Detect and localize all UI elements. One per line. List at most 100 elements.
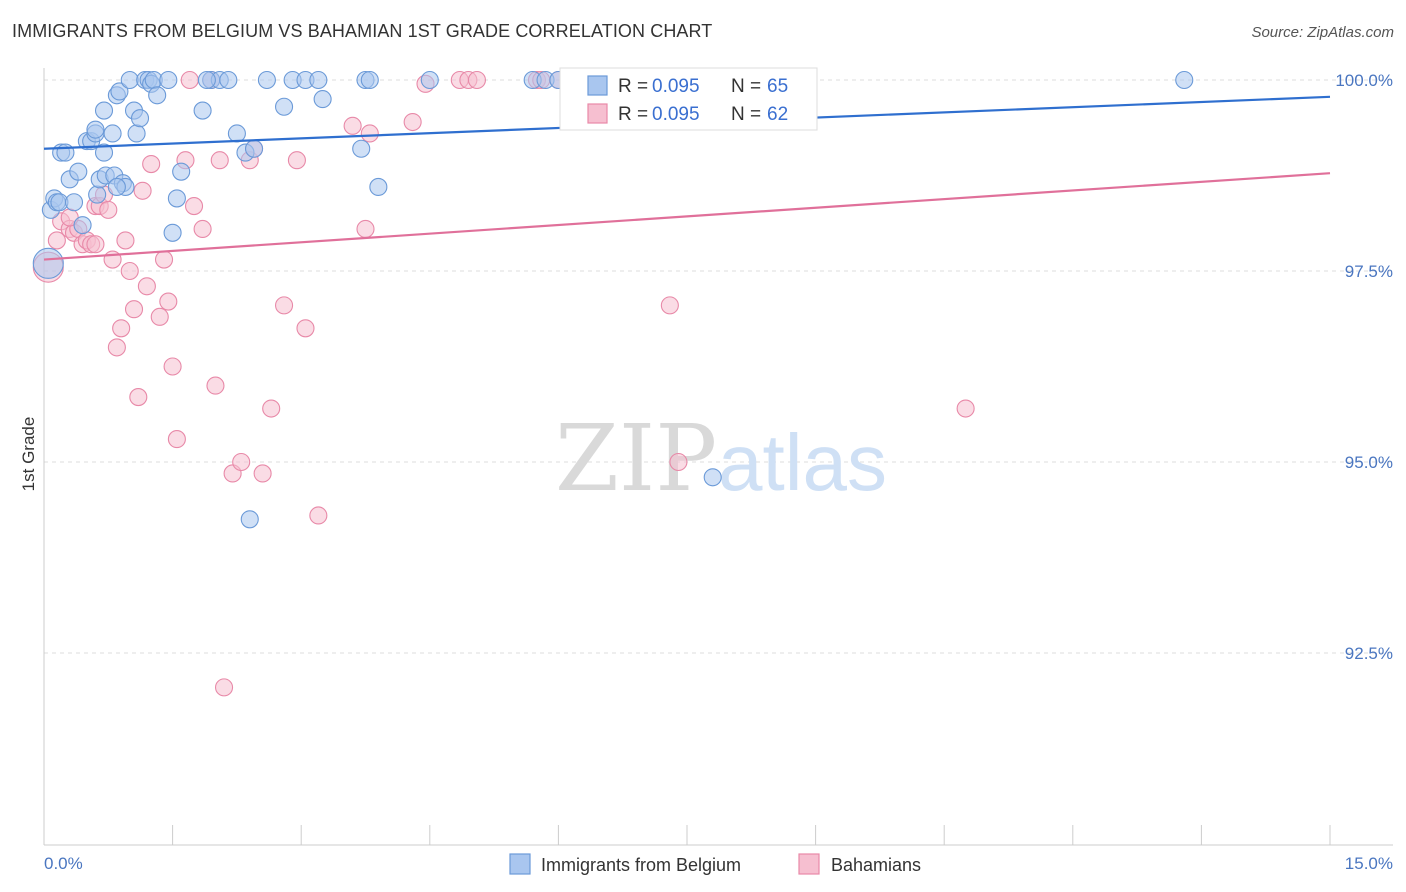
point-belgium: [703, 468, 722, 487]
legend-n-value-1: 65: [767, 76, 788, 97]
series-belgium-points: [32, 70, 1194, 529]
legend-r-value-2: 0.095: [652, 104, 700, 125]
point-belgium: [32, 247, 64, 279]
point-bahamians: [275, 296, 294, 315]
chart-source: Source: ZipAtlas.com: [1251, 24, 1394, 41]
point-belgium: [103, 124, 122, 143]
point-bahamians: [287, 151, 306, 170]
point-bahamians: [137, 277, 156, 296]
y-tick-label: 100.0%: [1335, 71, 1393, 90]
y-axis-label: 1st Grade: [19, 417, 38, 492]
chart-title: IMMIGRANTS FROM BELGIUM VS BAHAMIAN 1ST …: [12, 21, 713, 41]
legend-n-label-1: N =: [731, 76, 761, 97]
point-bahamians: [214, 678, 234, 697]
point-belgium: [227, 124, 246, 143]
point-bahamians: [296, 319, 315, 338]
point-belgium: [219, 70, 238, 90]
point-bahamians: [403, 112, 422, 132]
point-bahamians: [167, 430, 186, 449]
point-belgium: [369, 177, 388, 197]
point-bahamians: [360, 124, 379, 143]
bottom-legend-label-bahamians: Bahamians: [831, 855, 921, 875]
legend-r-value-1: 0.095: [652, 76, 700, 97]
point-bahamians: [120, 261, 139, 281]
point-bahamians: [150, 307, 169, 326]
point-belgium: [94, 143, 114, 162]
bottom-legend-swatch-blue: [509, 853, 531, 875]
bottom-legend-label-belgium: Immigrants from Belgium: [541, 855, 741, 875]
point-bahamians: [142, 154, 161, 174]
point-belgium: [167, 189, 186, 208]
y-tick-labels: 92.5% 95.0% 97.5% 100.0%: [1335, 71, 1393, 663]
y-tick-label: 92.5%: [1345, 644, 1393, 663]
bottom-legend-swatch-pink: [798, 853, 820, 875]
point-bahamians: [343, 116, 362, 135]
point-belgium: [313, 90, 332, 109]
legend-swatch-pink: [587, 103, 608, 124]
point-bahamians: [262, 399, 281, 418]
point-bahamians: [154, 250, 174, 269]
watermark: ZIP atlas: [555, 405, 887, 512]
point-bahamians: [133, 181, 152, 200]
point-belgium: [163, 223, 182, 242]
watermark-zip: ZIP: [555, 405, 717, 512]
point-belgium: [159, 70, 178, 90]
point-bahamians: [116, 231, 135, 250]
point-bahamians: [467, 70, 487, 90]
point-belgium: [120, 70, 139, 90]
watermark-atlas: atlas: [718, 418, 887, 507]
point-belgium: [244, 139, 264, 158]
trend-line-bahamians: [43, 172, 1331, 261]
point-belgium: [360, 70, 379, 90]
point-bahamians: [956, 399, 975, 418]
point-bahamians: [163, 357, 182, 376]
point-belgium: [127, 124, 146, 143]
point-belgium: [275, 97, 294, 116]
point-belgium: [86, 120, 105, 139]
point-bahamians: [99, 200, 118, 219]
point-bahamians: [184, 197, 204, 216]
point-bahamians: [193, 219, 212, 239]
point-belgium: [172, 162, 191, 181]
legend-n-label-2: N =: [731, 104, 761, 125]
point-belgium: [257, 70, 276, 90]
point-belgium: [352, 139, 371, 158]
x-tick-labels: 0.0% 15.0%: [44, 854, 1393, 873]
point-belgium: [64, 193, 84, 212]
legend-r-label-2: R =: [618, 104, 648, 125]
point-bahamians: [210, 151, 229, 170]
point-belgium: [88, 185, 107, 204]
legend-r-label-1: R =: [618, 76, 648, 97]
y-tick-label: 95.0%: [1345, 453, 1393, 472]
point-belgium: [110, 82, 129, 101]
point-bahamians: [47, 231, 66, 250]
point-belgium: [69, 162, 88, 181]
point-bahamians: [356, 219, 375, 239]
legend-n-value-2: 62: [767, 104, 788, 125]
point-bahamians: [206, 376, 225, 395]
y-tick-label: 97.5%: [1345, 262, 1393, 281]
point-bahamians: [112, 319, 131, 338]
series-bahamians-points: [32, 70, 975, 697]
point-bahamians: [129, 388, 148, 407]
point-belgium: [240, 510, 259, 529]
point-bahamians: [232, 452, 251, 472]
point-bahamians: [86, 235, 105, 254]
point-bahamians: [180, 70, 199, 90]
x-tick-label-min: 0.0%: [44, 854, 83, 873]
point-bahamians: [107, 338, 126, 357]
point-belgium: [148, 86, 167, 105]
point-belgium: [94, 101, 114, 120]
point-bahamians: [253, 464, 272, 483]
point-belgium: [107, 177, 126, 197]
point-bahamians: [660, 296, 679, 315]
x-tick-label-max: 15.0%: [1345, 854, 1393, 873]
point-bahamians: [159, 292, 178, 311]
point-belgium: [193, 101, 212, 120]
point-bahamians: [309, 506, 328, 525]
point-belgium: [420, 70, 439, 90]
point-belgium: [73, 216, 92, 235]
point-belgium: [197, 70, 216, 90]
point-belgium: [309, 70, 328, 90]
